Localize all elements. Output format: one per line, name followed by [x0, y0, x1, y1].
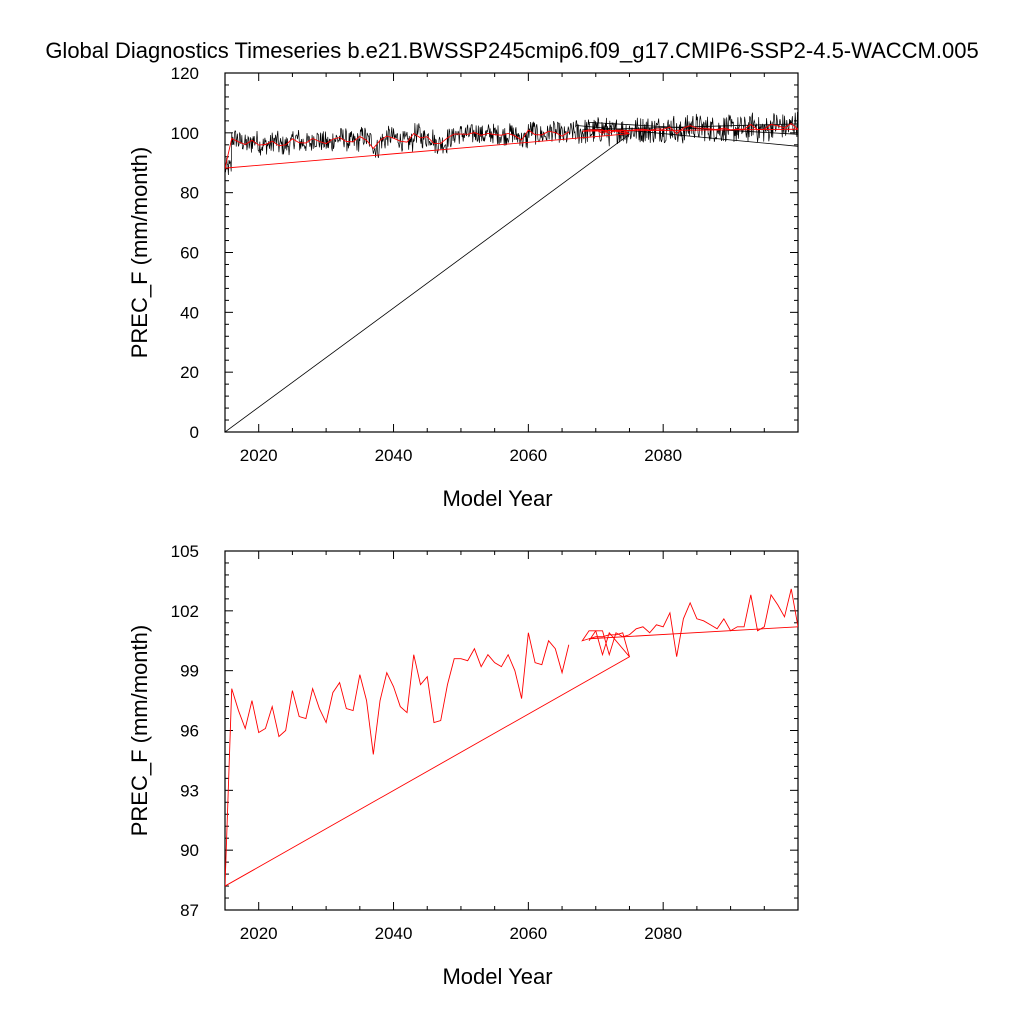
- x-tick-label: 2020: [240, 446, 278, 465]
- x-tick-label: 2080: [644, 446, 682, 465]
- x-tick-label: 2060: [509, 924, 547, 943]
- y-tick-label: 93: [180, 781, 199, 800]
- annual-series-line: [225, 630, 631, 887]
- annual-series-line: [225, 129, 570, 169]
- y-tick-label: 40: [180, 303, 199, 322]
- plot-area: [225, 111, 798, 432]
- x-tick-label: 2040: [375, 924, 413, 943]
- x-tick-label: 2020: [240, 924, 278, 943]
- x-axis-title: Model Year: [442, 964, 552, 989]
- monthly-wrap-line: [589, 121, 798, 135]
- monthly-wrap-line: [582, 123, 798, 131]
- annual-series-line: [589, 128, 798, 132]
- plot-frame: [224, 550, 799, 911]
- y-tick-label: 90: [180, 841, 199, 860]
- y-tick-label: 105: [171, 542, 199, 561]
- y-tick-label: 60: [180, 244, 199, 263]
- annual-series-line: [588, 626, 798, 640]
- plot-frame: [224, 72, 799, 433]
- y-tick-label: 120: [171, 64, 199, 83]
- y-tick-label: 87: [180, 901, 199, 920]
- x-tick-label: 2060: [509, 446, 547, 465]
- monthly-wrap-line: [225, 134, 630, 432]
- y-tick-label: 20: [180, 363, 199, 382]
- y-tick-label: 102: [171, 602, 199, 621]
- x-tick-label: 2040: [375, 446, 413, 465]
- plot-area: [225, 588, 798, 887]
- panel-bottom: 2020 2040 2060 2080 87 90 93 96 99 102 105 Model Ye…: [127, 542, 799, 989]
- y-tick-label: 0: [190, 423, 199, 442]
- monthly-series-line: [225, 120, 576, 176]
- y-tick-label: 100: [171, 124, 199, 143]
- y-tick-label: 80: [180, 184, 199, 203]
- y-tick-label: 99: [180, 662, 199, 681]
- y-axis-title: PREC_F (mm/month): [127, 147, 152, 358]
- annual-series-line: [225, 632, 570, 887]
- y-axis-title: PREC_F (mm/month): [127, 625, 152, 836]
- x-tick-label: 2080: [644, 924, 682, 943]
- x-axis-title: Model Year: [442, 486, 552, 511]
- y-tick-label: 96: [180, 722, 199, 741]
- figure-title: Global Diagnostics Timeseries b.e21.BWSS…: [45, 38, 979, 63]
